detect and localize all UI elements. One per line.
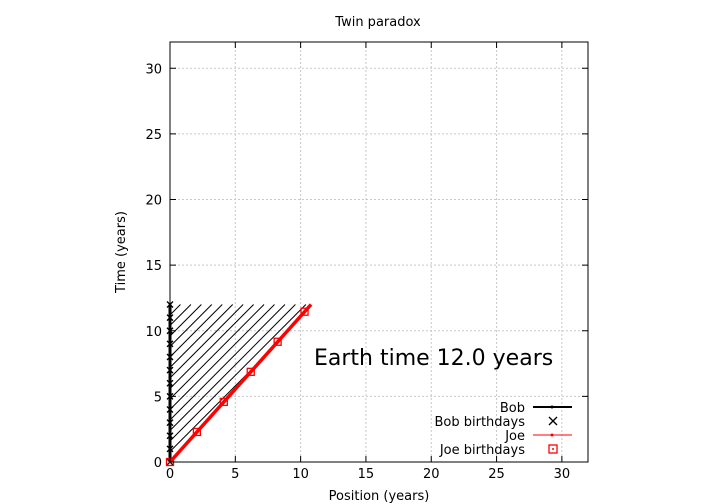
x-axis-label: Position (years) [329, 489, 430, 504]
y-tick-label-30: 30 [145, 62, 162, 77]
annotation-earth-time: Earth time 12.0 years [314, 346, 553, 371]
legend-label-1: Bob birthdays [435, 415, 526, 430]
hatch-line [169, 304, 286, 421]
square-marker-center [303, 310, 306, 313]
joe-birthday-point [219, 397, 228, 407]
y-axis-label: Time (years) [114, 211, 129, 294]
hatch-region [169, 304, 307, 452]
square-marker [273, 337, 282, 346]
joe-birthday-point [300, 307, 309, 316]
square-marker [300, 307, 309, 316]
hatch-line [169, 304, 192, 326]
legend-label-0: Bob [500, 401, 525, 416]
x-tick-label-5: 5 [231, 467, 239, 482]
hatch-line [169, 304, 296, 431]
x-tick-label-20: 20 [423, 467, 440, 482]
x-tick-label-25: 25 [488, 467, 505, 482]
x-tick-label-30: 30 [554, 467, 571, 482]
grid [169, 42, 588, 463]
legend-label-3: Joe birthdays [439, 443, 525, 458]
square-marker [246, 367, 255, 376]
y-tick-label-25: 25 [145, 128, 162, 143]
square-marker-center [276, 340, 279, 343]
y-tick-label-0: 0 [154, 456, 162, 471]
legend-swatch-dot [550, 405, 554, 409]
y-tick-label-20: 20 [145, 194, 162, 209]
plot-frame [169, 41, 589, 463]
square-marker-center [222, 400, 225, 403]
hatch-line [169, 304, 254, 389]
hatch-line [169, 304, 213, 347]
legend-swatch-square-center [552, 448, 554, 450]
axis-ticks: 0 5 10 15 20 25 30 0 5 10 15 20 25 30 [145, 42, 588, 482]
hatch-line [169, 304, 234, 368]
hatch-line [169, 304, 181, 316]
legend-swatch-square [548, 444, 558, 454]
hatch-line [169, 304, 307, 442]
legend-swatch-dot [550, 433, 554, 437]
y-tick-label-15: 15 [145, 259, 162, 274]
joe-birthday-point [246, 367, 255, 376]
legend-label-2: Joe [504, 429, 525, 444]
series-layer [165, 301, 313, 467]
hatch-line [169, 304, 244, 379]
square-marker [219, 397, 228, 407]
joe-birthday-point [192, 427, 202, 437]
square-marker-center [195, 430, 198, 433]
x-tick-label-10: 10 [292, 467, 309, 482]
hatch-line [169, 304, 223, 358]
hatch-line [169, 304, 265, 400]
y-tick-label-5: 5 [154, 390, 162, 405]
hatch-line [169, 304, 275, 410]
x-tick-label-0: 0 [166, 467, 174, 482]
square-marker [192, 427, 202, 437]
x-tick-label-15: 15 [358, 467, 375, 482]
y-tick-label-10: 10 [145, 325, 162, 340]
chart-title: Twin paradox [334, 15, 421, 30]
joe-birthday-point [273, 337, 282, 346]
legend-swatch-x [548, 416, 558, 426]
square-marker-center [249, 370, 252, 373]
